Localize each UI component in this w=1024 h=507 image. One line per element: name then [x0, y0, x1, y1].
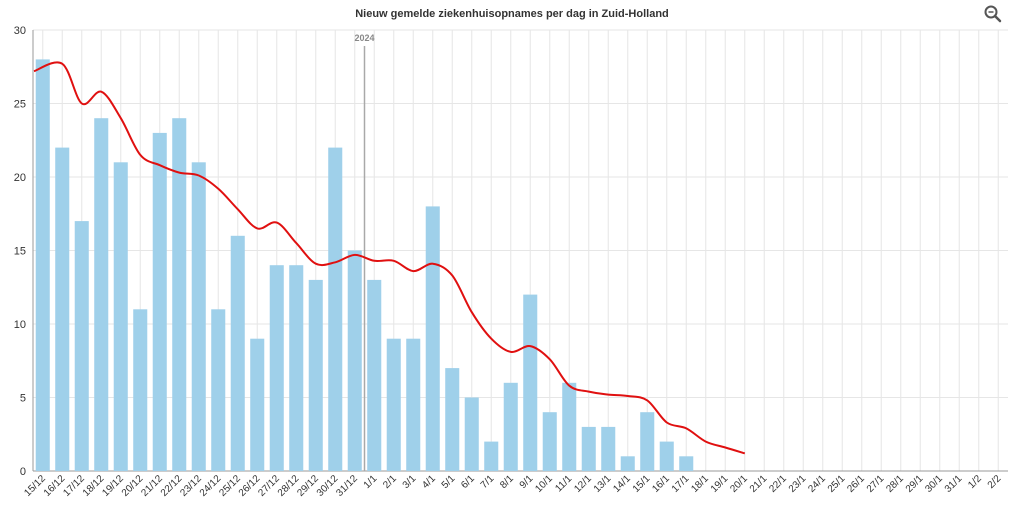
x-tick-label: 18/1: [689, 473, 711, 495]
y-tick-label: 0: [20, 466, 26, 478]
bar: [503, 382, 518, 471]
bar: [581, 426, 596, 471]
x-tick-label: 27/12: [256, 473, 282, 499]
y-tick-label: 30: [14, 25, 26, 37]
x-tick-label: 6/1: [459, 473, 477, 491]
x-tick-label: 15/12: [22, 473, 48, 499]
x-tick-label: 24/12: [198, 473, 224, 499]
bar: [328, 147, 343, 471]
bar: [211, 309, 226, 471]
x-tick-label: 17/1: [670, 473, 692, 495]
x-tick-label: 16/1: [650, 473, 672, 495]
x-tick-label: 23/1: [787, 473, 809, 495]
bar: [679, 456, 694, 471]
bar: [445, 368, 460, 471]
x-tick-label: 17/12: [61, 473, 87, 499]
x-tick-label: 28/1: [884, 473, 906, 495]
bar: [74, 221, 89, 471]
x-tick-label: 22/1: [767, 473, 789, 495]
bar: [289, 265, 304, 471]
x-tick-label: 12/1: [572, 473, 594, 495]
x-tick-label: 30/1: [923, 473, 945, 495]
x-tick-label: 29/12: [295, 473, 321, 499]
bar: [542, 412, 557, 471]
bar: [113, 162, 128, 472]
x-tick-label: 5/1: [440, 473, 458, 491]
x-tick-label: 25/1: [826, 473, 848, 495]
bar: [133, 309, 148, 471]
x-tick-label: 30/12: [315, 473, 341, 499]
bar: [659, 441, 674, 471]
x-tick-label: 31/12: [334, 473, 360, 499]
x-tick-label: 23/12: [178, 473, 204, 499]
bar: [640, 412, 655, 471]
year-marker-label: 2024: [354, 33, 374, 43]
x-tick-label: 22/12: [159, 473, 185, 499]
zoom-icon: [984, 5, 1002, 23]
y-tick-label: 5: [20, 393, 26, 405]
chart-title: Nieuw gemelde ziekenhuisopnames per dag …: [355, 8, 669, 20]
x-tick-label: 24/1: [806, 473, 828, 495]
bar: [35, 59, 50, 472]
bar: [55, 147, 70, 471]
bar: [94, 118, 109, 471]
bar: [523, 294, 538, 471]
x-tick-label: 31/1: [943, 473, 965, 495]
bar: [172, 118, 187, 471]
y-tick-label: 15: [14, 246, 26, 258]
x-tick-label: 14/1: [611, 473, 633, 495]
x-tick-label: 26/1: [845, 473, 867, 495]
bar: [464, 397, 479, 471]
x-tick-label: 3/1: [401, 473, 419, 491]
x-tick-label: 13/1: [592, 473, 614, 495]
x-tick-label: 21/12: [139, 473, 165, 499]
x-tick-label: 2/1: [381, 473, 399, 491]
y-tick-label: 10: [14, 319, 26, 331]
x-tick-label: 19/12: [100, 473, 126, 499]
x-tick-label: 9/1: [518, 473, 536, 491]
x-tick-label: 26/12: [237, 473, 263, 499]
bar: [386, 338, 401, 471]
bar: [620, 456, 635, 471]
x-tick-label: 7/1: [479, 473, 497, 491]
x-tick-label: 20/1: [728, 473, 750, 495]
bar: [425, 206, 440, 471]
bar: [269, 265, 284, 471]
x-tick-label: 4/1: [420, 473, 438, 491]
x-tick-label: 1/2: [966, 473, 984, 491]
x-tick-label: 11/1: [553, 473, 574, 494]
x-tick-label: 20/12: [120, 473, 146, 499]
bar: [191, 162, 206, 472]
x-tick-label: 2/2: [986, 473, 1004, 491]
bar: [230, 235, 245, 471]
bar: [347, 250, 362, 471]
x-tick-label: 16/12: [42, 473, 68, 499]
x-tick-label: 27/1: [865, 473, 887, 495]
x-tick-label: 19/1: [709, 473, 731, 495]
x-tick-label: 25/12: [217, 473, 243, 499]
bar: [250, 338, 265, 471]
y-tick-label: 20: [14, 172, 26, 184]
bar: [367, 279, 382, 471]
trend-line: [33, 61, 746, 455]
x-tick-label: 18/12: [81, 473, 107, 499]
bar: [406, 338, 421, 471]
y-tick-label: 25: [14, 99, 26, 111]
bar: [308, 279, 323, 471]
x-tick-label: 21/1: [748, 473, 770, 495]
bar: [601, 426, 616, 471]
bar: [484, 441, 499, 471]
x-tick-label: 1/1: [362, 473, 380, 491]
x-tick-label: 28/12: [276, 473, 302, 499]
bar: [562, 382, 577, 471]
zoom-button[interactable]: [983, 4, 1003, 24]
x-tick-label: 15/1: [631, 473, 653, 495]
x-tick-label: 10/1: [533, 473, 555, 495]
x-tick-label: 29/1: [904, 473, 926, 495]
x-tick-label: 8/1: [498, 473, 516, 491]
bar: [152, 132, 167, 471]
